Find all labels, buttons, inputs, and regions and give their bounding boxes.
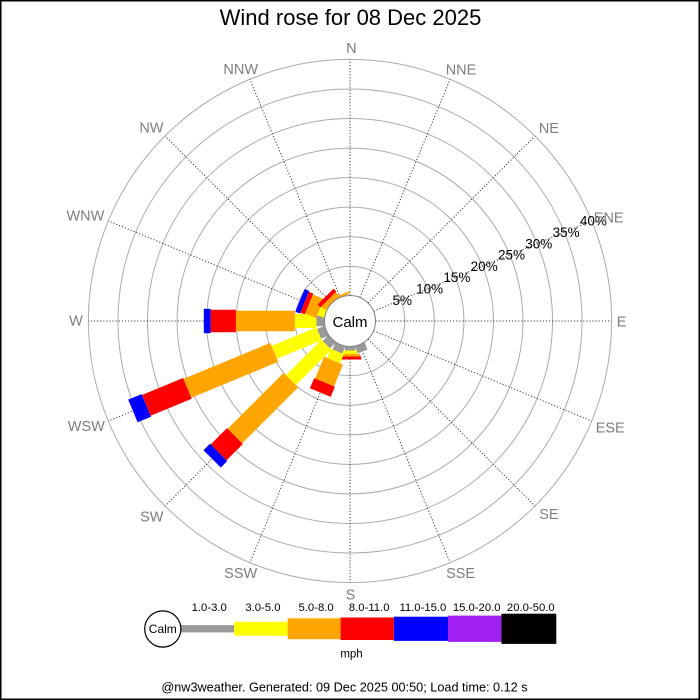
svg-text:8.0-11.0: 8.0-11.0: [349, 602, 390, 614]
svg-text:mph: mph: [340, 649, 362, 661]
svg-text:40%: 40%: [580, 214, 607, 229]
svg-text:NE: NE: [539, 121, 559, 137]
svg-text:15%: 15%: [443, 270, 470, 285]
svg-text:SW: SW: [140, 510, 164, 526]
svg-text:@nw3weather. Generated: 09 Dec: @nw3weather. Generated: 09 Dec 2025 00:5…: [161, 681, 527, 695]
svg-text:NW: NW: [139, 121, 163, 137]
svg-text:20%: 20%: [471, 259, 498, 274]
svg-text:S: S: [346, 587, 356, 603]
svg-text:WSW: WSW: [68, 419, 105, 435]
svg-text:ENE: ENE: [594, 211, 624, 227]
svg-text:30%: 30%: [525, 236, 552, 251]
svg-text:WNW: WNW: [66, 208, 104, 224]
svg-text:Calm: Calm: [149, 622, 177, 636]
svg-text:15.0-20.0: 15.0-20.0: [453, 602, 501, 614]
svg-text:11.0-15.0: 11.0-15.0: [399, 602, 446, 614]
svg-text:3.0-5.0: 3.0-5.0: [245, 602, 280, 614]
svg-text:5.0-8.0: 5.0-8.0: [299, 602, 334, 614]
svg-text:25%: 25%: [498, 248, 525, 263]
svg-text:NNE: NNE: [446, 63, 477, 79]
svg-text:NNW: NNW: [223, 62, 258, 78]
svg-text:SSE: SSE: [446, 566, 475, 582]
svg-text:35%: 35%: [553, 225, 580, 240]
svg-text:W: W: [69, 314, 83, 330]
svg-text:Wind rose for 08 Dec 2025: Wind rose for 08 Dec 2025: [220, 5, 482, 30]
svg-text:20.0-50.0: 20.0-50.0: [507, 602, 555, 614]
svg-text:SE: SE: [539, 507, 559, 523]
svg-text:5%: 5%: [393, 293, 413, 308]
svg-text:E: E: [617, 315, 627, 331]
svg-text:Calm: Calm: [332, 314, 367, 331]
svg-text:1.0-3.0: 1.0-3.0: [192, 602, 227, 614]
svg-text:ESE: ESE: [596, 421, 625, 437]
svg-text:SSW: SSW: [224, 566, 257, 582]
svg-text:N: N: [346, 41, 356, 57]
svg-text:10%: 10%: [416, 282, 443, 297]
